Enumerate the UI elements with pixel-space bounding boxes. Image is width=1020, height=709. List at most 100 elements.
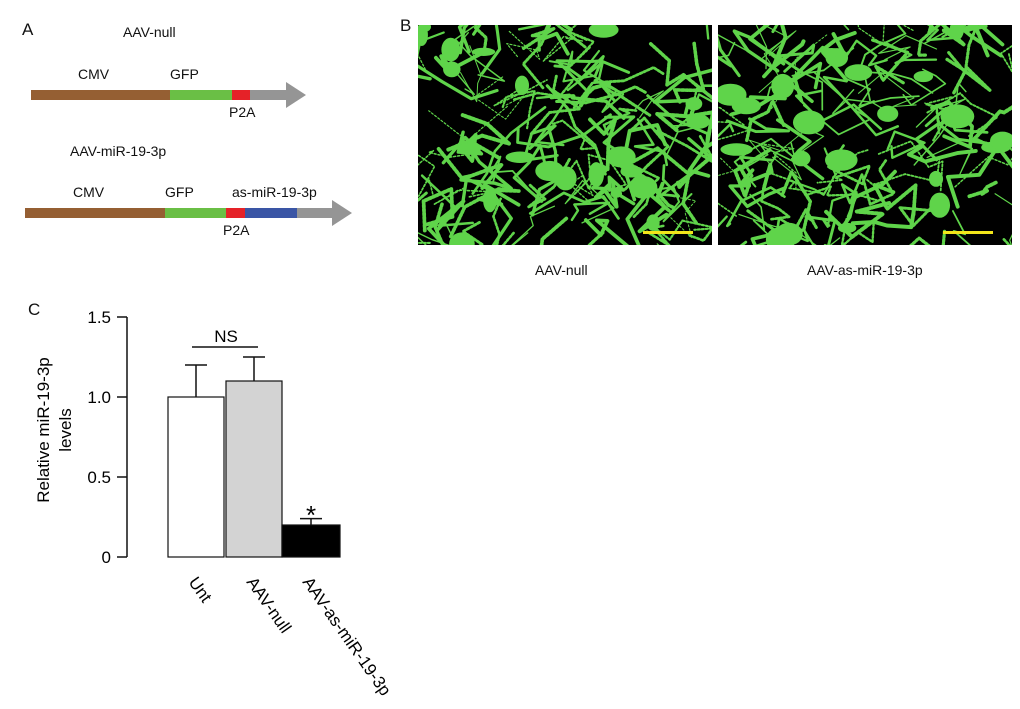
construct2-p2a-label: P2A [223,222,250,238]
neurite [529,73,582,136]
neurite [512,143,548,203]
cell-body [418,21,431,32]
construct1-p2a-label: P2A [229,104,256,120]
construct2-gfp-segment [165,208,226,218]
panel-b-label: B [400,16,412,35]
neurite [850,206,917,230]
neurite [501,205,556,256]
neurite [973,238,1020,302]
micrograph-aav-as-mir [628,0,1020,302]
construct2-gfp-label: GFP [165,184,194,200]
bar-aav-as-mir-19-3p [281,524,341,558]
cell-body [929,170,944,187]
cell-body [714,83,747,106]
cell-body [822,48,841,58]
neurite [886,130,926,159]
neurite [570,201,611,222]
neurite [673,41,706,104]
cell-body [483,187,497,213]
neurite [701,63,760,88]
cell-body [824,149,858,171]
construct2-p2a-segment [226,208,245,218]
neurite [420,174,474,228]
neurite [863,71,934,102]
neurite [945,144,1016,209]
neurite [506,30,541,60]
neurite [994,193,1020,271]
neurite [399,149,477,182]
neurite [655,110,716,143]
cell-body [791,150,811,167]
neurite [775,43,816,76]
neurite [446,113,511,152]
scale-bar [943,231,993,234]
neurite [758,30,797,93]
x-tick-label: AAV-null [243,573,295,636]
neurite [701,0,721,40]
y-tick-label: 1.5 [87,308,111,327]
x-tick-label: Unt [185,573,216,606]
neurite [872,183,918,217]
neurite [886,229,947,296]
panel-a-label: A [22,20,34,39]
cell-body [720,143,753,156]
cell-body [844,64,873,81]
neurite [843,39,888,67]
neurite [698,157,735,188]
neurite [945,57,992,95]
cell-body [588,162,604,188]
construct2-cmv-segment [25,208,165,218]
neurite [787,61,823,104]
cell-body [646,214,660,231]
neurite [823,201,892,239]
neurite [489,155,538,199]
neurite [522,124,559,162]
neurite [548,94,626,120]
y-tick-label: 0 [102,548,111,567]
neurite [517,0,559,31]
neurite [648,42,717,102]
micrograph-aav-null [352,0,774,293]
cell-body [472,47,496,56]
neurite [855,6,907,81]
neurite [840,173,864,218]
cell-body [771,73,795,99]
cell-body [505,151,535,163]
neurite [643,186,693,223]
cell-body [588,21,619,38]
significance-star: * [306,500,316,530]
neurite [521,26,556,52]
neurite [460,45,482,103]
y-tick-label: 1.0 [87,388,111,407]
neurite [832,89,884,114]
cell-body [877,105,899,122]
bar-unt [167,396,225,558]
neurite [926,141,974,175]
construct2-arrow-shaft [297,208,333,218]
neurite [914,122,989,162]
cell-body [514,75,530,96]
neurite [726,186,786,228]
construct2-arrow-head-icon [332,200,352,226]
cell-body [610,189,623,198]
neurite [398,141,436,197]
neurite [688,184,774,242]
neurite [954,146,1020,188]
neurite [459,142,513,191]
neurite [509,216,569,281]
caption-aav-null: AAV-null [535,262,588,278]
neurite [871,38,910,86]
cell-body [629,176,658,199]
cell-body [989,131,1016,151]
neurite [602,107,638,136]
construct2-insert-label: as-miR-19-3p [232,184,317,200]
bar-aav-null [225,380,283,558]
cell-body [775,222,803,246]
neurite [728,184,787,209]
x-tick-label: AAV-as-miR-19-3p [299,573,395,699]
scale-bar [643,231,693,234]
construct2-cmv-label: CMV [73,184,105,200]
cell-body [837,222,857,234]
neurite [516,113,612,149]
